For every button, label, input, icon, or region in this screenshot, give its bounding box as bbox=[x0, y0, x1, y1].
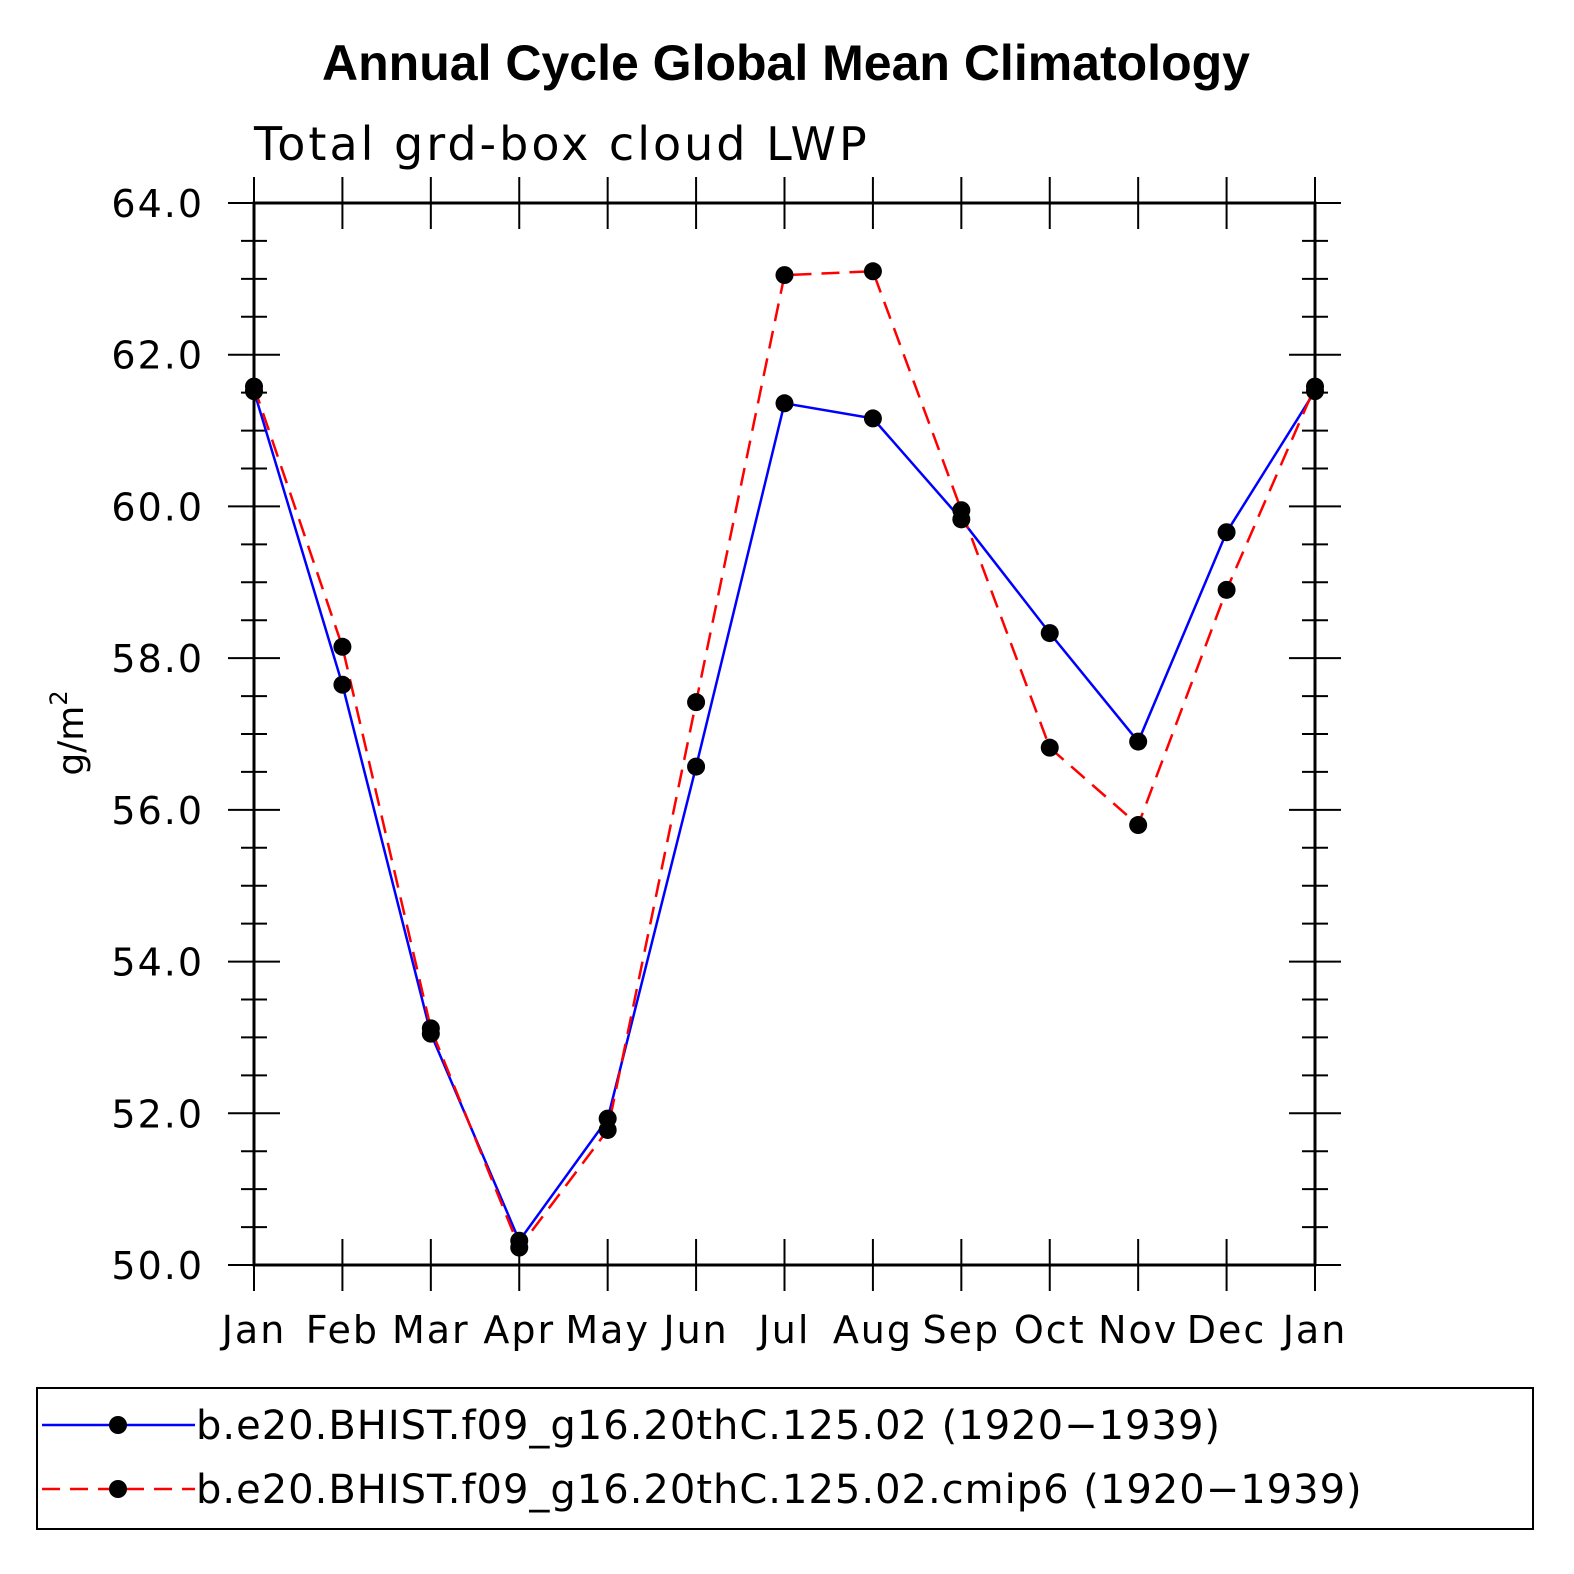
series-1-point bbox=[775, 266, 794, 285]
legend-box bbox=[36, 1387, 1534, 1530]
series-1-point bbox=[598, 1120, 617, 1139]
series-0-point bbox=[1217, 523, 1236, 542]
series-line-0 bbox=[252, 390, 1317, 1244]
legend-marker-red bbox=[109, 1480, 127, 1498]
legend-label-blue: b.e20.BHIST.f09_g16.20thC.125.02 (1920−1… bbox=[196, 1403, 1221, 1449]
x-tick-label: Dec bbox=[1187, 1308, 1267, 1352]
legend-marker-blue bbox=[109, 1416, 127, 1434]
x-tick-label: Feb bbox=[306, 1308, 379, 1352]
series-1-point bbox=[863, 262, 882, 281]
x-tick-label: Nov bbox=[1098, 1308, 1178, 1352]
series-1-point bbox=[510, 1238, 529, 1257]
series-0-point bbox=[333, 675, 352, 694]
y-tick-label: 56.0 bbox=[111, 789, 204, 833]
data-series bbox=[245, 262, 1324, 1257]
x-tick-label: Jun bbox=[661, 1308, 728, 1352]
series-1-point bbox=[421, 1019, 440, 1038]
chart-subtitle: Total grd-box cloud LWP bbox=[253, 117, 870, 171]
plot-frame bbox=[252, 201, 1317, 1267]
y-tick-label: 62.0 bbox=[111, 334, 204, 378]
x-tick-label: Mar bbox=[392, 1308, 470, 1352]
series-0-point bbox=[1129, 732, 1148, 751]
x-tick-labels: Jan Feb Mar Apr May Jun Jul Aug Sep Oct Nov Dec Jan bbox=[220, 1308, 1348, 1352]
series-1-point bbox=[1040, 738, 1059, 757]
y-axis-label-superscript: 2 bbox=[45, 690, 73, 705]
y-tick-label: 52.0 bbox=[111, 1092, 204, 1136]
axis-ticks bbox=[228, 177, 1341, 1291]
series-1-point bbox=[1217, 580, 1236, 599]
legend: b.e20.BHIST.f09_g16.20thC.125.02 (1920−1… bbox=[36, 1387, 1534, 1530]
chart-title: Annual Cycle Global Mean Climatology bbox=[322, 35, 1250, 91]
y-tick-label: 60.0 bbox=[111, 485, 204, 529]
y-axis-label-text: g/m bbox=[51, 706, 92, 776]
series-1-point bbox=[687, 693, 706, 712]
x-tick-label: May bbox=[565, 1308, 650, 1352]
series-1-point bbox=[952, 501, 971, 520]
svg-text:g/m2: g/m2 bbox=[45, 690, 92, 775]
y-tick-labels: 50.0 52.0 54.0 56.0 58.0 60.0 62.0 64.0 bbox=[111, 182, 204, 1288]
series-0-point bbox=[1040, 624, 1059, 643]
y-tick-label: 58.0 bbox=[111, 637, 204, 681]
series-0-point bbox=[863, 409, 882, 428]
x-tick-label: Aug bbox=[833, 1308, 913, 1352]
y-tick-label: 54.0 bbox=[111, 941, 204, 985]
y-axis-label: g/m2 bbox=[45, 690, 92, 775]
legend-label-red: b.e20.BHIST.f09_g16.20thC.125.02.cmip6 (… bbox=[196, 1467, 1363, 1513]
x-tick-label: Sep bbox=[923, 1308, 1001, 1352]
series-line-1 bbox=[252, 270, 1317, 1251]
x-tick-label: Jul bbox=[757, 1308, 811, 1352]
x-tick-label: Jan bbox=[220, 1308, 287, 1352]
series-0-point bbox=[687, 757, 706, 776]
x-tick-label: Jan bbox=[1281, 1308, 1348, 1352]
x-tick-label: Oct bbox=[1014, 1308, 1086, 1352]
series-0-point bbox=[775, 394, 794, 413]
series-1-point bbox=[333, 637, 352, 656]
y-tick-label: 64.0 bbox=[111, 182, 204, 226]
x-tick-label: Apr bbox=[483, 1308, 555, 1352]
y-tick-label: 50.0 bbox=[111, 1244, 204, 1288]
series-1-point bbox=[1129, 816, 1148, 835]
